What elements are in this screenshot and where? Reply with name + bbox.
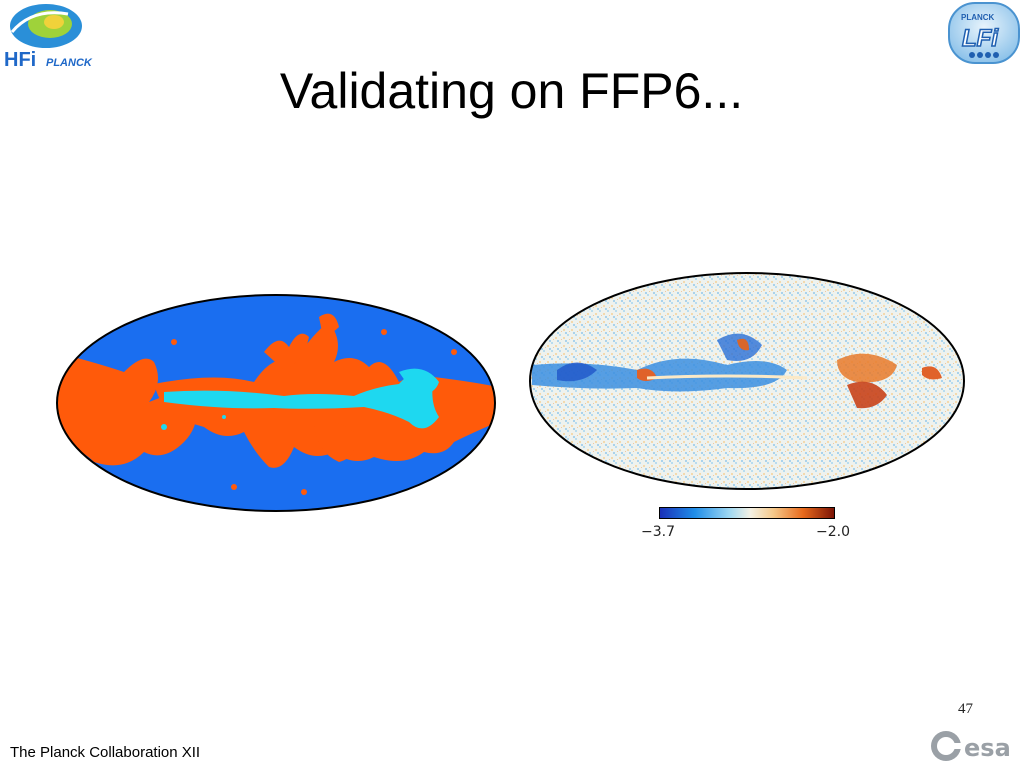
svg-text:PLANCK: PLANCK <box>46 57 93 69</box>
lfi-planck-logo: PLANCK LFi <box>946 0 1022 71</box>
page-number: 47 <box>958 701 973 717</box>
footer-citation: The Planck Collaboration XII <box>10 744 201 761</box>
svg-text:HFi: HFi <box>4 49 36 71</box>
spectral-index-sky-map <box>527 270 967 497</box>
colorbar <box>659 506 835 524</box>
svg-text:LFi: LFi <box>962 25 999 52</box>
hfi-planck-logo: HFi PLANCK <box>2 2 102 79</box>
svg-text:PLANCK: PLANCK <box>961 13 995 22</box>
esa-logo: esa <box>930 728 1022 769</box>
colorbar-min-label: −3.7 <box>641 524 675 540</box>
colorbar-max-label: −2.0 <box>816 524 850 540</box>
slide-title: Validating on FFP6... <box>279 63 744 119</box>
svg-text:esa: esa <box>964 734 1011 762</box>
mask-sky-map <box>54 292 498 519</box>
